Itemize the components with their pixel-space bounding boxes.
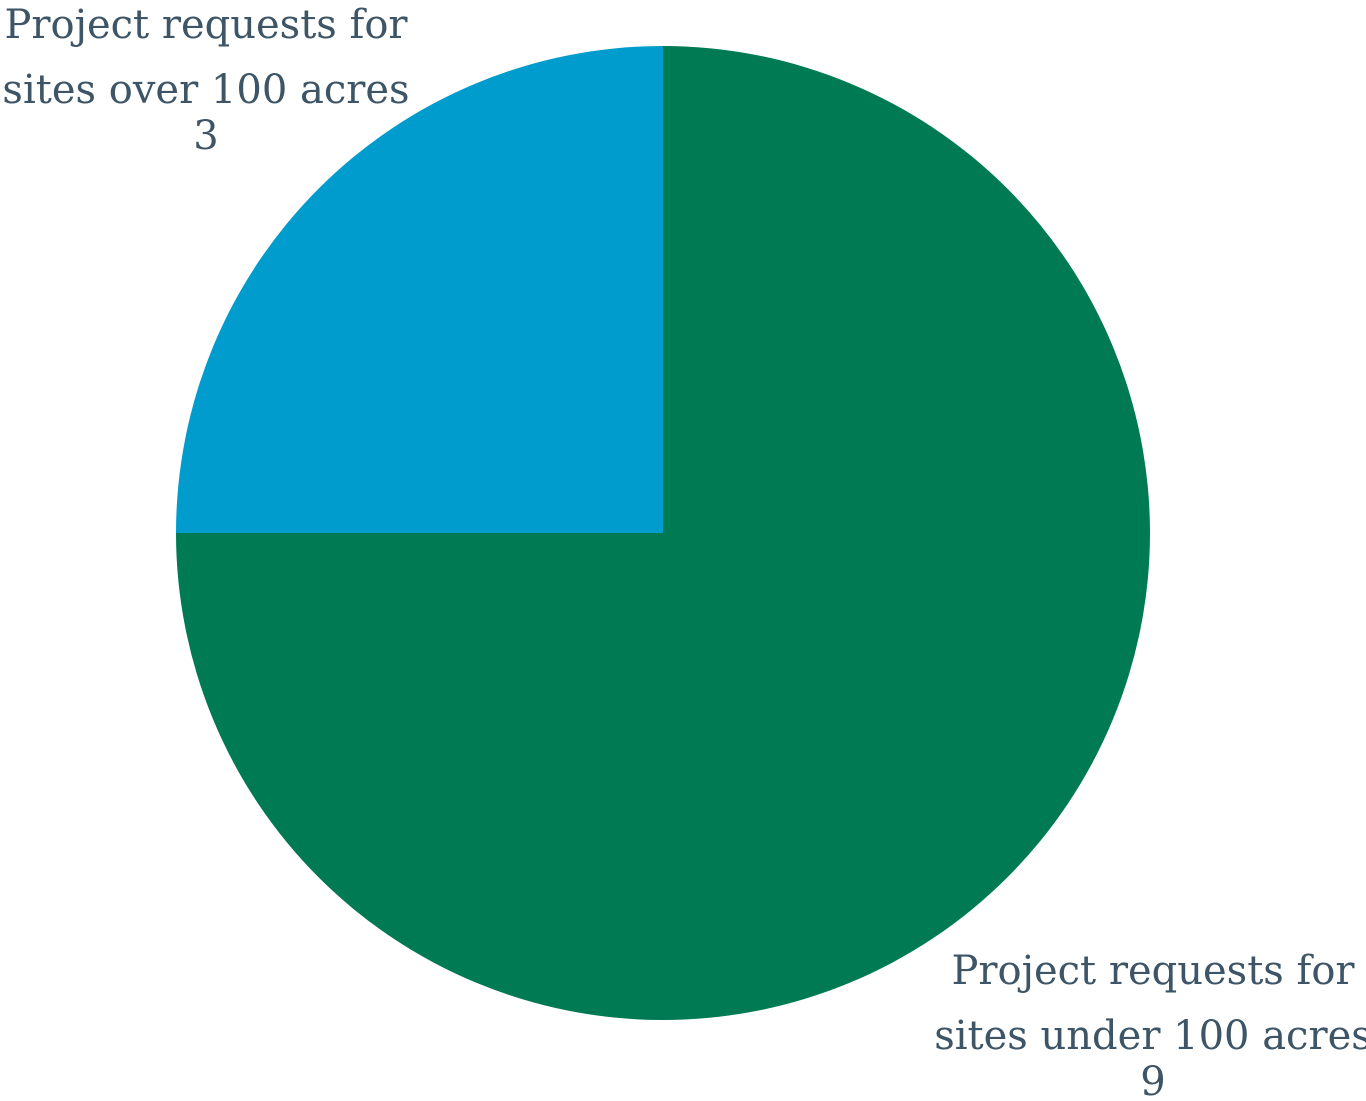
pie-slices	[176, 46, 1150, 1020]
slice-label-over-100-line1: Project requests for	[4, 2, 408, 48]
slice-label-over-100-line2: sites over 100 acres	[2, 67, 409, 113]
slice-label-under-100-line1: Project requests for	[951, 948, 1355, 994]
slice-value-under-100: 9	[1140, 1059, 1165, 1101]
pie-slice-over-100-acres	[176, 46, 663, 533]
slice-label-under-100-line2: sites under 100 acres	[934, 1013, 1366, 1059]
slice-value-over-100: 3	[193, 113, 218, 159]
